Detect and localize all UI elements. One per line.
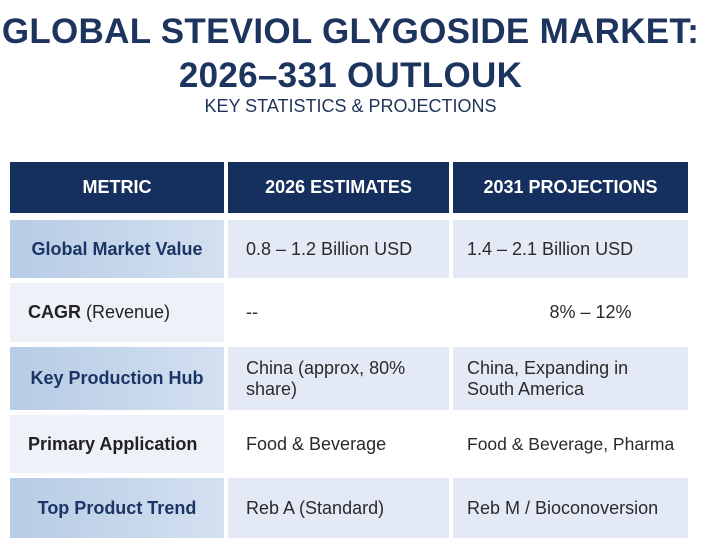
table-row: Key Production Hub China (approx, 80% sh… xyxy=(10,347,688,410)
value-2026: 0.8 – 1.2 Billion USD xyxy=(228,220,449,278)
metric-label: Key Production Hub xyxy=(30,368,204,388)
page-title-line-2: 2026–331 OUTLOUK xyxy=(178,56,523,95)
table-row: CAGR (Revenue) -- 8% – 12% xyxy=(10,283,688,342)
table-header: METRIC 2026 ESTIMATES 2031 PROJECTIONS xyxy=(10,162,688,213)
value-2031: 8% – 12% xyxy=(453,283,688,342)
metric-label: Primary Application xyxy=(28,433,198,454)
header-metric: METRIC xyxy=(10,162,224,213)
metric-cell: CAGR (Revenue) xyxy=(10,283,224,342)
value-2031: Food & Beverage, Pharma xyxy=(453,415,688,473)
metric-cell: Primary Application xyxy=(10,415,224,473)
table-row: Global Market Value 0.8 – 1.2 Billion US… xyxy=(10,220,688,278)
subtitle: KEY STATISTICS & PROJECTIONS xyxy=(204,96,497,116)
header-2031: 2031 PROJECTIONS xyxy=(453,162,688,213)
value-2026: China (approx, 80% share) xyxy=(228,347,449,410)
market-table: METRIC 2026 ESTIMATES 2031 PROJECTIONS G… xyxy=(10,162,688,543)
value-2031: 1.4 – 2.1 Billion USD xyxy=(453,220,688,278)
metric-qualifier: (Revenue) xyxy=(81,302,171,322)
table-row: Top Product Trend Reb A (Standard) Reb M… xyxy=(10,478,688,538)
metric-cell: Top Product Trend xyxy=(10,478,224,538)
value-2026: Food & Beverage xyxy=(228,415,449,473)
header-2026: 2026 ESTIMATES xyxy=(228,162,449,213)
table-row: Primary Application Food & Beverage Food… xyxy=(10,415,688,473)
metric-cell: Key Production Hub xyxy=(10,347,224,410)
value-2031: Reb M / Bioconoversion xyxy=(453,478,688,538)
page-title-line-1: GLOBAL STEVIOL GLYGOSIDE MARKET: xyxy=(1,12,700,51)
metric-label: CAGR xyxy=(28,302,81,322)
metric-cell: Global Market Value xyxy=(10,220,224,278)
metric-label: Top Product Trend xyxy=(37,497,197,518)
metric-label: Global Market Value xyxy=(31,238,203,259)
value-2031: China, Expanding in South America xyxy=(453,347,688,410)
value-2026: Reb A (Standard) xyxy=(228,478,449,538)
value-2026: -- xyxy=(228,283,449,342)
